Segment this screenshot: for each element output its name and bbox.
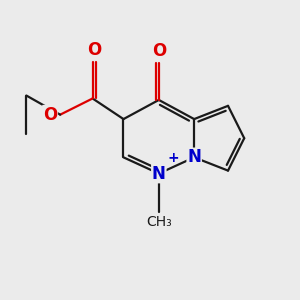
Text: +: +	[167, 151, 179, 165]
Text: O: O	[43, 106, 57, 124]
Text: N: N	[187, 148, 201, 166]
Text: N: N	[152, 165, 166, 183]
Text: CH₃: CH₃	[146, 215, 172, 230]
Text: O: O	[152, 42, 166, 60]
Text: O: O	[87, 41, 101, 59]
